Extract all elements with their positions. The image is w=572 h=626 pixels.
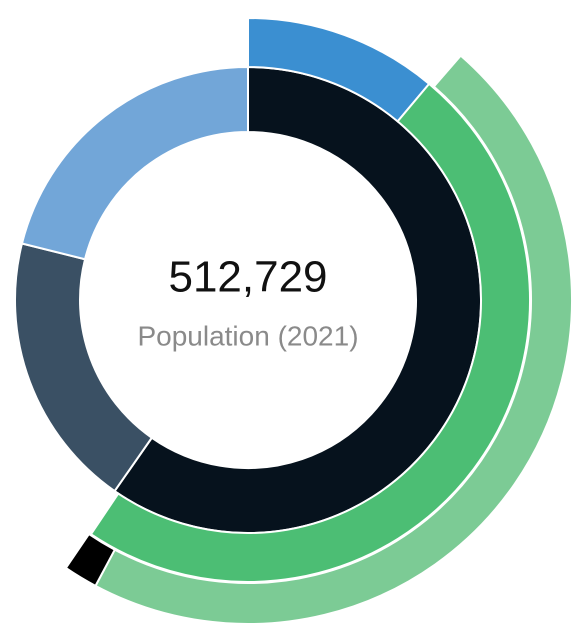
ring-segment <box>89 82 531 583</box>
ring-segment <box>14 242 154 493</box>
center-value: 512,729 <box>168 253 327 302</box>
ring-segment <box>64 532 117 588</box>
ring-segment <box>20 65 249 261</box>
center-label: Population (2021) <box>137 320 358 351</box>
